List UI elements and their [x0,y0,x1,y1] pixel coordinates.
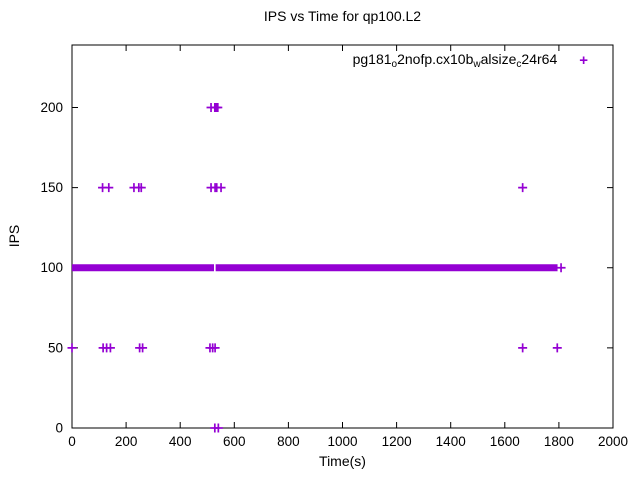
data-point-plus [556,263,566,273]
data-band [215,264,558,272]
legend-label-subscript: c [516,59,522,70]
data-point-plus [105,343,115,353]
plot-frame [71,44,614,429]
legend-label-subscript: w [473,59,481,70]
legend: pg181o2nofp.cx10bwalsizec24r64 + [352,51,588,70]
data-point-plus [210,343,220,353]
chart-title: IPS vs Time for qp100.L2 [263,8,422,24]
legend-series-label: pg181o2nofp.cx10bwalsizec24r64 [352,51,558,70]
legend-label-text: pg181 [352,51,392,67]
x-tick-label: 1600 [490,434,520,449]
x-tick-label: 2000 [598,434,628,449]
data-point-plus [213,102,223,112]
data-point-plus [213,423,223,433]
legend-label-text: alsize [480,51,517,67]
x-tick-label: 1200 [382,434,412,449]
x-tick-label: 200 [115,434,138,449]
data-point-plus [216,183,226,193]
legend-plus-marker-icon: + [579,52,588,69]
y-tick-label: 150 [40,180,63,195]
legend-label-subscript: o [391,59,398,70]
data-point-plus [104,183,114,193]
data-point-plus [552,343,562,353]
data-point-plus [136,183,146,193]
x-tick-label: 800 [277,434,300,449]
x-tick-label: 600 [223,434,246,449]
data-band [72,264,215,272]
x-tick-label: 400 [169,434,192,449]
y-tick-label: 200 [40,100,63,115]
x-axis-label: Time(s) [319,453,366,469]
data-point-plus [518,183,528,193]
data-point-plus [518,343,528,353]
x-tick-label: 0 [68,434,76,449]
x-tick-label: 1800 [544,434,574,449]
y-axis-label: IPS [6,224,22,248]
legend-label-text: 2nofp.cx10b [397,51,474,67]
x-tick-label: 1000 [327,434,357,449]
y-tick-label: 50 [48,340,63,355]
x-tick-label: 1400 [436,434,466,449]
legend-label-text: 24r64 [521,51,558,67]
y-tick-label: 100 [40,260,63,275]
data-point-plus [67,343,77,353]
y-tick-label: 0 [55,421,63,436]
data-point-plus [138,343,148,353]
